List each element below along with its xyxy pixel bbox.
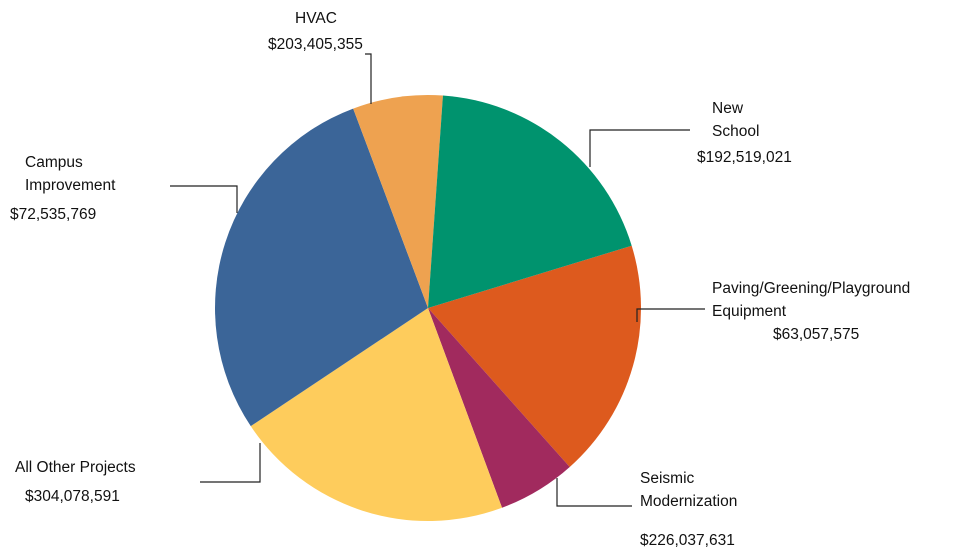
slice-label-seismic-line1: Seismic (640, 470, 695, 487)
slice-label-seismic-line2: Modernization (640, 493, 737, 510)
pie-slices (215, 95, 641, 522)
slice-label-campus-line1: Campus (25, 154, 83, 171)
slice-value-all-other: $304,078,591 (25, 488, 120, 505)
slice-label-paving-line1: Paving/Greening/Playground (712, 280, 910, 297)
pie-slice-seismic (250, 308, 503, 522)
slice-value-seismic: $226,037,631 (640, 532, 735, 549)
slice-value-hvac: $203,405,355 (268, 36, 363, 53)
pie-slice-hvac (428, 95, 632, 308)
pie-slice-all-other (215, 108, 428, 427)
leader-line-campus (170, 185, 238, 213)
pie-slice-new-school (428, 245, 641, 467)
slice-label-hvac: HVAC (295, 10, 337, 27)
slice-label-all-other: All Other Projects (15, 459, 136, 476)
leader-line-paving (636, 308, 705, 322)
leader-line-all-other (200, 443, 261, 483)
slice-label-new-school-line2: School (712, 123, 759, 140)
pie-slice-campus (353, 95, 443, 308)
leader-line-new-school (589, 129, 690, 167)
slice-label-campus-line2: Improvement (25, 177, 116, 194)
slice-value-campus: $72,535,769 (10, 206, 96, 223)
slice-label-new-school-line1: New (712, 100, 744, 117)
leader-line-hvac (365, 53, 372, 104)
pie-slice-paving (428, 308, 570, 508)
slice-value-new-school: $192,519,021 (697, 149, 792, 166)
leader-line-seismic (556, 478, 632, 507)
slice-value-paving: $63,057,575 (773, 326, 859, 343)
leader-lines (170, 53, 705, 507)
slice-label-paving-line2: Equipment (712, 303, 787, 320)
